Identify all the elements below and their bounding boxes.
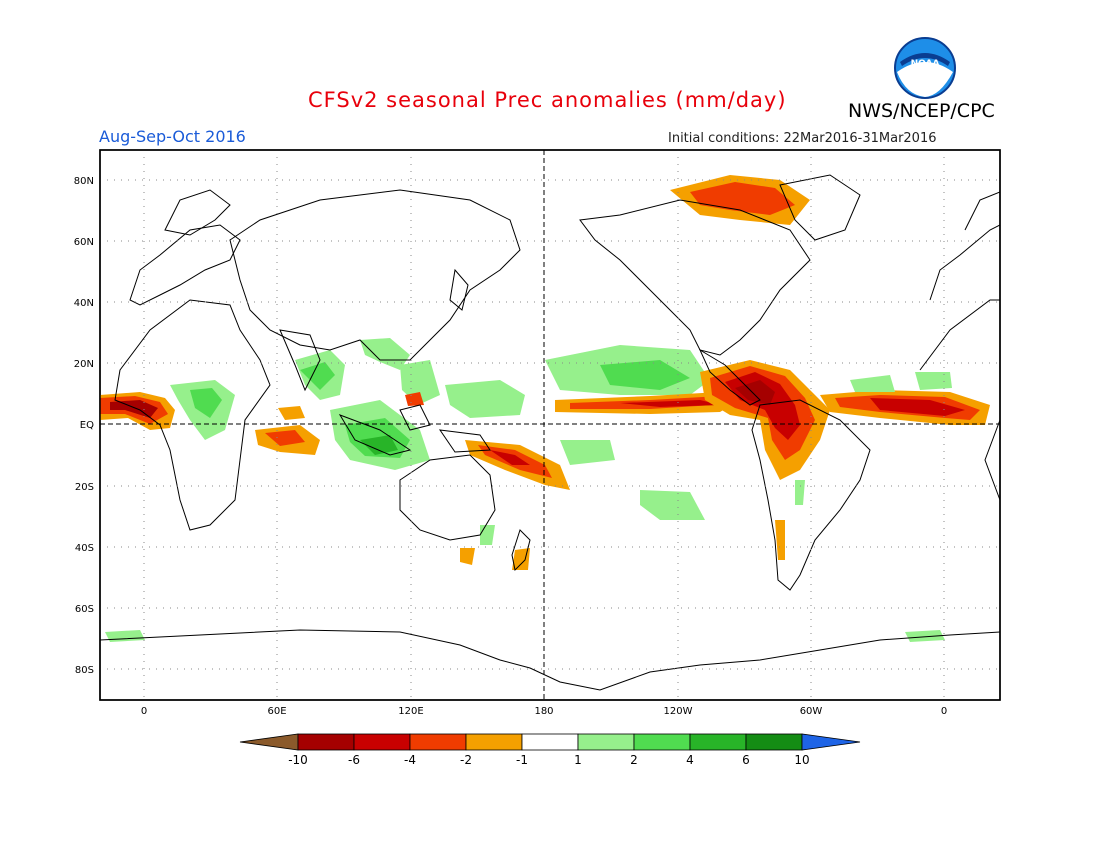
lat-label: 80N	[74, 176, 94, 187]
lat-label: 40S	[75, 543, 94, 554]
colorbar-swatch	[521, 733, 579, 751]
chart-title: CFSv2 seasonal Prec anomalies (mm/day)	[308, 88, 787, 112]
graticule	[100, 150, 1000, 700]
colorbar-label: 6	[742, 753, 750, 767]
noaa-logo: NOAA	[894, 37, 956, 99]
colorbar-label: -4	[404, 753, 416, 767]
initial-conditions-label: Initial conditions: 22Mar2016-31Mar2016	[668, 131, 937, 146]
map-frame	[99, 149, 1001, 701]
lat-label: 40N	[74, 298, 94, 309]
lon-label: 60W	[800, 706, 823, 717]
colorbar-label: 1	[574, 753, 582, 767]
lat-label: EQ	[80, 420, 94, 431]
lon-label: 120W	[664, 706, 693, 717]
colorbar-label: -10	[288, 753, 308, 767]
lat-label: 60N	[74, 237, 94, 248]
longitude-labels: 0 60E 120E 180 120W 60W 0	[141, 706, 947, 717]
anomaly-fields	[100, 175, 990, 642]
colorbar-max-arrow	[801, 733, 861, 751]
colorbar-label: -6	[348, 753, 360, 767]
colorbar-label: 2	[630, 753, 638, 767]
coastlines	[100, 174, 1000, 691]
colorbar-label: -1	[516, 753, 528, 767]
colorbar-label: 4	[686, 753, 694, 767]
colorbar-swatch	[745, 733, 803, 751]
lon-label: 0	[141, 706, 147, 717]
lon-label: 0	[941, 706, 947, 717]
lat-label: 60S	[75, 604, 94, 615]
colorbar: -10 -6 -4 -2 -1 1 2 4 6 10	[239, 733, 861, 767]
latitude-labels: 80N 60N 40N 20N EQ 20S 40S 60S 80S	[74, 176, 94, 676]
noaa-logo-text: NOAA	[911, 59, 940, 69]
colorbar-swatch	[689, 733, 747, 751]
colorbar-swatch	[409, 733, 467, 751]
colorbar-label: 10	[794, 753, 809, 767]
colorbar-swatch	[465, 733, 523, 751]
colorbar-swatch	[353, 733, 411, 751]
colorbar-swatch	[633, 733, 691, 751]
colorbar-min-arrow	[239, 733, 299, 751]
lon-label: 180	[534, 706, 553, 717]
lon-label: 120E	[398, 706, 423, 717]
lon-label: 60E	[267, 706, 286, 717]
season-label: Aug-Sep-Oct 2016	[99, 127, 246, 146]
colorbar-swatch	[577, 733, 635, 751]
lat-label: 20N	[74, 359, 94, 370]
colorbar-label: -2	[460, 753, 472, 767]
lat-label: 80S	[75, 665, 94, 676]
agency-label: NWS/NCEP/CPC	[848, 100, 995, 122]
lat-label: 20S	[75, 482, 94, 493]
colorbar-swatch	[297, 733, 355, 751]
